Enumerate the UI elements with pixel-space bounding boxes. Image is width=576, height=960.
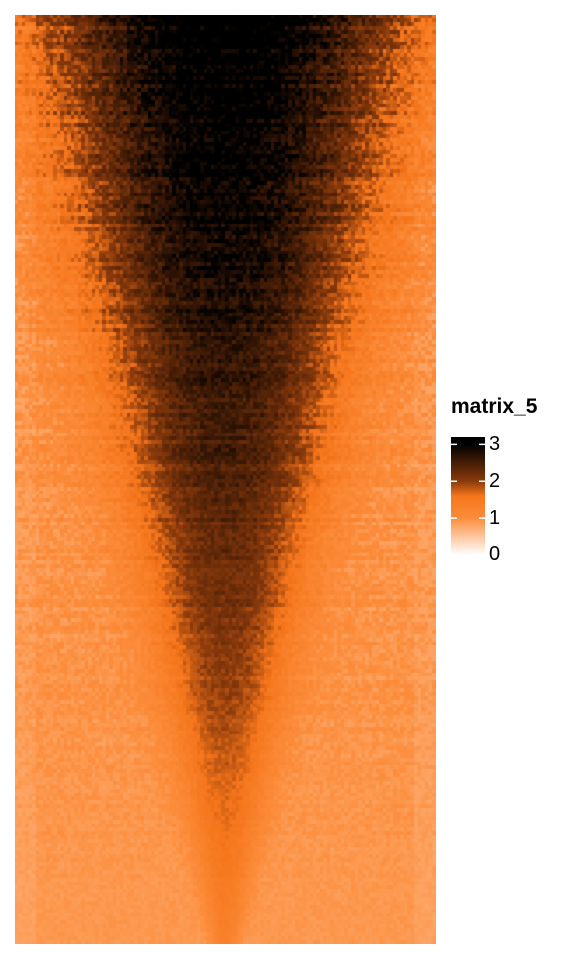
legend-tick-label: 1: [489, 507, 501, 530]
heatmap-body: [15, 15, 436, 944]
legend-title: matrix_5: [451, 395, 538, 418]
legend-color-bar: [451, 437, 485, 555]
legend-tick-label: 3: [489, 433, 501, 456]
legend-tick-label: 0: [489, 543, 501, 565]
legend-tick-label: 2: [489, 470, 501, 493]
color-legend: matrix_5 3 2 1 0: [449, 395, 569, 575]
heatmap-cells: [15, 15, 436, 944]
legend-gradient: [451, 437, 485, 555]
